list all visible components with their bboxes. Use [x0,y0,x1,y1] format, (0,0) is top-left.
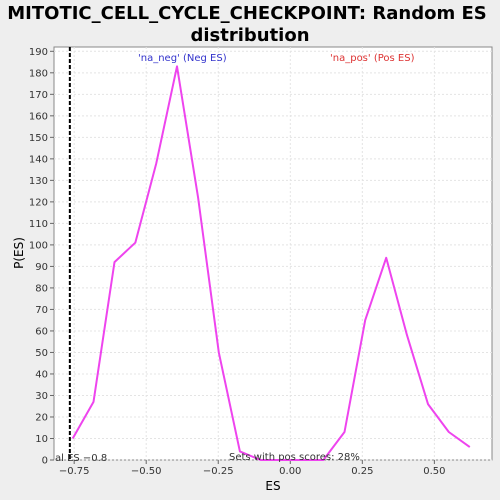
y-tick-label: 60 [35,326,48,337]
pos-es-label: 'na_pos' (Pos ES) [330,53,415,64]
y-tick-label: 90 [35,262,48,273]
x-tick-label: 0.00 [279,466,301,477]
y-tick-label: 70 [35,305,48,316]
y-tick-label: 30 [35,391,48,402]
y-tick-label: 180 [29,68,48,79]
y-tick-label: 10 [35,434,48,445]
y-tick-label: 20 [35,412,48,423]
y-tick-label: 80 [35,283,48,294]
x-tick-label: −0.50 [131,466,162,477]
y-tick-label: 120 [29,197,48,208]
neg-es-label: 'na_neg' (Neg ES) [138,53,227,64]
y-tick-label: 140 [29,154,48,165]
y-tick-label: 130 [29,176,48,187]
y-tick-label: 190 [29,47,48,58]
y-axis: 0 10 20 30 40 50 60 70 80 90 100 110 120 130 140 150 160… [29,47,54,467]
x-tick-label: −0.25 [203,466,234,477]
y-tick-label: 100 [29,240,48,251]
chart-title-line-2: distribution [190,25,309,46]
series-line [71,65,471,461]
x-tick-label: −0.75 [59,466,90,477]
x-tick-label: 0.25 [351,466,373,477]
y-tick-label: 50 [35,348,48,359]
grid [54,47,492,461]
y-tick-label: 160 [29,111,48,122]
y-tick-label: 150 [29,133,48,144]
x-axis-label: ES [265,479,280,493]
y-axis-label: P(ES) [12,237,26,269]
x-axis: −0.75 −0.50 −0.25 0.00 0.25 0.50 [59,460,446,477]
y-tick-label: 0 [42,456,48,467]
chart-title-line-1: MITOTIC_CELL_CYCLE_CHECKPOINT: Random ES [7,3,487,24]
pos-scores-label: Sets with pos scores: 28% [229,452,360,463]
x-tick-label: 0.50 [423,466,445,477]
actual-es-label: al ES −0.8 [55,453,107,464]
y-tick-label: 170 [29,90,48,101]
y-tick-label: 110 [29,219,48,230]
y-tick-label: 40 [35,369,48,380]
